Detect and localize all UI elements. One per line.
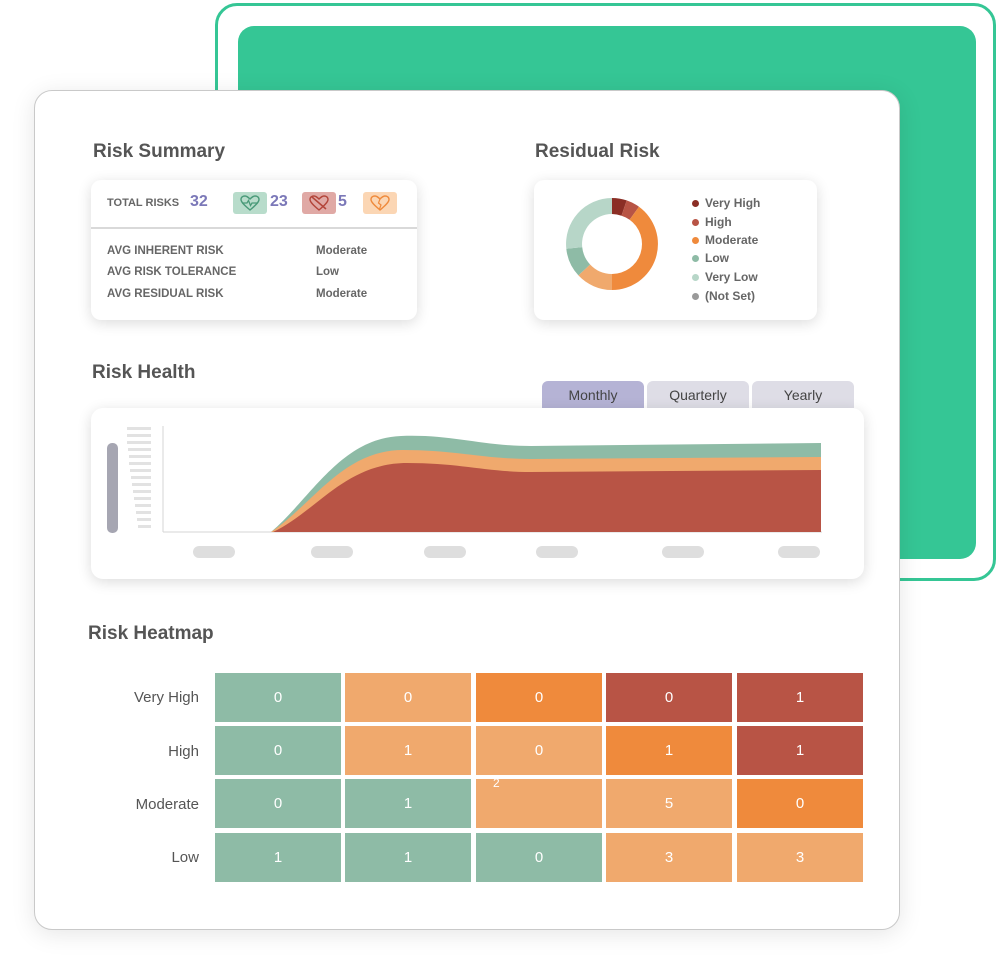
legend-dot-icon — [692, 292, 699, 300]
heatmap-cell[interactable]: 1 — [737, 726, 863, 775]
risk-health-chart — [107, 426, 822, 558]
legend-dot-icon — [692, 254, 699, 262]
heatmap-cell[interactable]: 1 — [345, 833, 471, 882]
legend-not-set: (Not Set) — [692, 289, 755, 303]
x-axis-labels — [193, 546, 820, 558]
avg-inherent-risk-value: Moderate — [316, 245, 368, 257]
area-high[interactable] — [273, 463, 821, 532]
heatmap-cell[interactable]: 1 — [345, 779, 471, 828]
heatmap-row-label-moderate: Moderate — [135, 796, 199, 813]
residual-risk-donut[interactable] — [564, 196, 660, 292]
summary-header: TOTAL RISKS 32 23 5 — [91, 180, 417, 229]
risk-summary-title: Risk Summary — [93, 141, 226, 162]
avg-residual-risk-label: AVG RESIDUAL RISK — [107, 288, 224, 300]
legend-dot-icon — [692, 218, 699, 226]
legend-high: High — [692, 215, 732, 229]
residual-risk-title: Residual Risk — [535, 141, 660, 162]
avg-risk-tolerance-value: Low — [316, 266, 339, 278]
heatmap-cell[interactable]: 0 — [606, 673, 732, 722]
donut-slice-very-high[interactable] — [612, 197, 627, 216]
heatmap-stray-value: 2 — [493, 776, 500, 790]
y-axis-scroll-handle[interactable] — [107, 443, 118, 533]
legend-dot-icon — [692, 236, 699, 244]
heatmap-cell[interactable]: 0 — [215, 726, 341, 775]
tab-quarterly[interactable]: Quarterly — [647, 381, 749, 408]
healthy-count[interactable]: 23 — [270, 193, 288, 210]
heatmap-cell[interactable]: 0 — [476, 833, 602, 882]
legend-moderate: Moderate — [692, 233, 758, 247]
tab-yearly[interactable]: Yearly — [752, 381, 854, 408]
total-risks-value[interactable]: 32 — [190, 193, 208, 210]
heart-crossed-icon[interactable] — [302, 192, 336, 214]
heatmap-cell[interactable]: 3 — [737, 833, 863, 882]
tab-monthly[interactable]: Monthly — [542, 381, 644, 408]
heart-pulse-icon[interactable] — [233, 192, 267, 214]
unhealthy-count[interactable]: 5 — [338, 193, 347, 210]
heatmap-cell[interactable]: 3 — [606, 833, 732, 882]
avg-residual-risk-value: Moderate — [316, 288, 368, 300]
heatmap-cell[interactable]: 0 — [476, 726, 602, 775]
heatmap-cell[interactable] — [476, 779, 602, 828]
donut-slice-very-low[interactable] — [566, 198, 612, 249]
heatmap-cell[interactable]: 0 — [737, 779, 863, 828]
heatmap-cell[interactable]: 1 — [345, 726, 471, 775]
heatmap-row-label-very-high: Very High — [133, 689, 199, 706]
risk-summary-panel: TOTAL RISKS 32 23 5 AVG INHERENT RISK Mo… — [91, 180, 417, 320]
heart-broken-icon[interactable] — [363, 192, 397, 214]
heatmap-cell[interactable]: 0 — [476, 673, 602, 722]
avg-risk-tolerance-label: AVG RISK TOLERANCE — [107, 266, 237, 278]
heatmap-row-label-low: Low — [171, 849, 199, 866]
residual-risk-panel: Very High High Moderate Low Very Low (No… — [534, 180, 817, 320]
risk-health-panel — [91, 408, 864, 579]
heatmap-cell[interactable]: 1 — [737, 673, 863, 722]
heatmap-cell[interactable]: 1 — [215, 833, 341, 882]
legend-very-high: Very High — [692, 196, 760, 210]
legend-dot-icon — [692, 199, 699, 207]
avg-inherent-risk-label: AVG INHERENT RISK — [107, 245, 224, 257]
risk-health-title: Risk Health — [92, 362, 196, 383]
donut-slice-high[interactable] — [621, 200, 640, 220]
legend-dot-icon — [692, 273, 699, 281]
heatmap-cell[interactable]: 0 — [215, 779, 341, 828]
heatmap-cell[interactable]: 5 — [606, 779, 732, 828]
donut-slice-low[interactable] — [566, 247, 591, 276]
heatmap-cell[interactable]: 0 — [215, 673, 341, 722]
heatmap-cell[interactable]: 0 — [345, 673, 471, 722]
total-risks-label: TOTAL RISKS — [107, 197, 180, 209]
donut-slice-moderate-low[interactable] — [578, 264, 612, 291]
y-axis-ticks — [127, 427, 151, 528]
risk-heatmap-title: Risk Heatmap — [88, 623, 214, 644]
legend-low: Low — [692, 251, 729, 265]
donut-slice-moderate[interactable] — [612, 206, 658, 290]
legend-very-low: Very Low — [692, 270, 758, 284]
heatmap-row-label-high: High — [168, 743, 199, 760]
heatmap-cell[interactable]: 1 — [606, 726, 732, 775]
